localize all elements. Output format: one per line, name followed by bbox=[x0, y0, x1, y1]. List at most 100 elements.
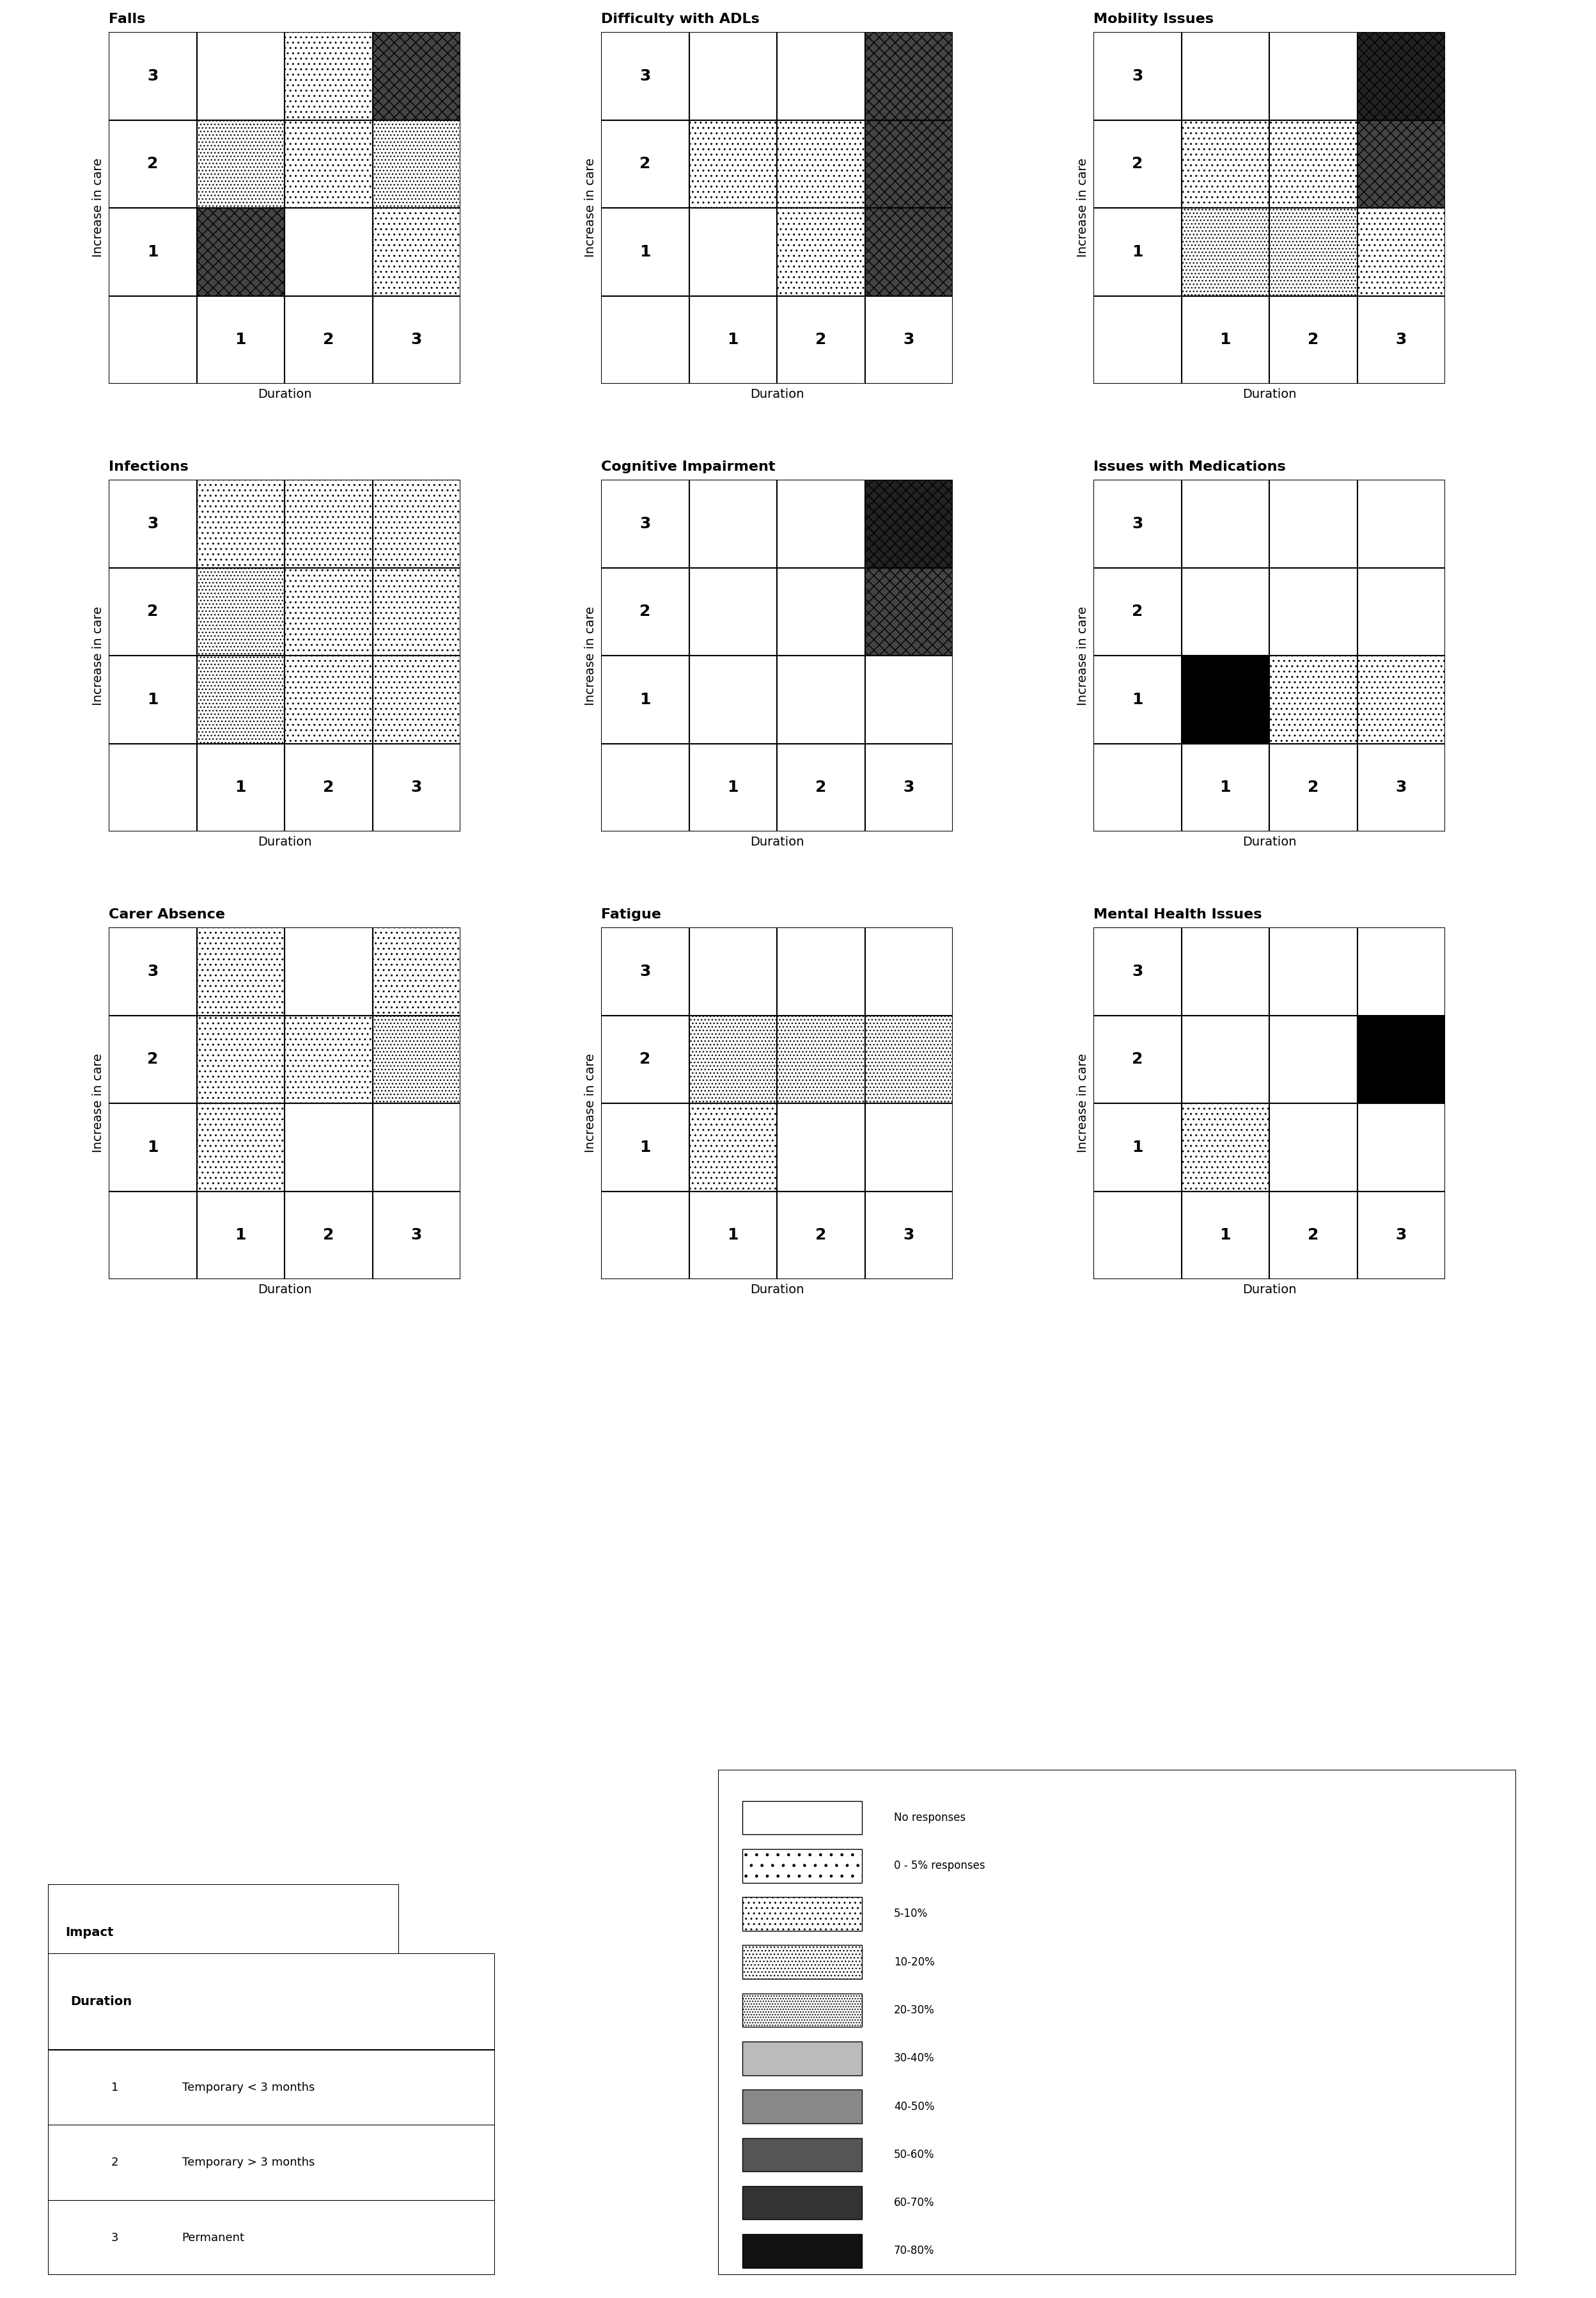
Text: 2: 2 bbox=[97, 2089, 104, 2100]
Bar bbox=[865, 1103, 953, 1190]
Bar bbox=[689, 480, 777, 568]
Text: 3: 3 bbox=[1395, 1227, 1406, 1243]
Text: 1: 1 bbox=[1132, 1140, 1143, 1156]
Bar bbox=[1357, 568, 1444, 655]
X-axis label: Duration: Duration bbox=[750, 836, 804, 848]
Bar bbox=[602, 928, 689, 1016]
Bar bbox=[196, 207, 284, 296]
Bar bbox=[689, 1103, 777, 1190]
Bar bbox=[742, 1850, 862, 1882]
Bar bbox=[1357, 1016, 1444, 1103]
Bar bbox=[602, 1103, 689, 1190]
Bar bbox=[602, 1190, 689, 1280]
Bar bbox=[1093, 32, 1181, 119]
Text: 3: 3 bbox=[1132, 963, 1143, 979]
Bar bbox=[284, 480, 372, 568]
Bar bbox=[865, 1190, 953, 1280]
Text: Permanent: Permanent bbox=[182, 2231, 244, 2243]
Bar bbox=[1357, 655, 1444, 745]
Text: No responses: No responses bbox=[894, 1811, 966, 1822]
Bar bbox=[1357, 928, 1444, 1016]
Bar bbox=[196, 480, 284, 568]
Bar bbox=[1093, 1103, 1181, 1190]
Text: 3: 3 bbox=[903, 779, 915, 795]
Text: 1: 1 bbox=[1219, 779, 1231, 795]
Text: 2: 2 bbox=[1307, 333, 1318, 347]
Bar bbox=[777, 1190, 865, 1280]
Text: 2: 2 bbox=[640, 604, 651, 618]
Bar bbox=[1181, 119, 1269, 207]
Y-axis label: Increase in care: Increase in care bbox=[1077, 607, 1088, 705]
Text: 2: 2 bbox=[1132, 156, 1143, 172]
Text: Duration: Duration bbox=[70, 1995, 132, 2008]
Y-axis label: Increase in care: Increase in care bbox=[1077, 159, 1088, 257]
Bar bbox=[1093, 207, 1181, 296]
Bar bbox=[602, 480, 689, 568]
Text: Infections: Infections bbox=[109, 460, 188, 473]
Text: 2: 2 bbox=[322, 1227, 334, 1243]
Text: 3: 3 bbox=[1132, 69, 1143, 83]
Bar bbox=[1093, 655, 1181, 745]
Bar bbox=[372, 207, 460, 296]
Bar bbox=[1357, 119, 1444, 207]
Text: 2: 2 bbox=[816, 333, 827, 347]
Text: 3: 3 bbox=[903, 333, 915, 347]
Text: 50-60%: 50-60% bbox=[894, 2149, 934, 2160]
Bar bbox=[777, 296, 865, 384]
Bar bbox=[48, 1953, 495, 2050]
Bar bbox=[602, 207, 689, 296]
Bar bbox=[109, 655, 196, 745]
Text: 1: 1 bbox=[235, 779, 246, 795]
Bar bbox=[777, 480, 865, 568]
Bar bbox=[602, 32, 689, 119]
Bar bbox=[196, 1190, 284, 1280]
Bar bbox=[1093, 928, 1181, 1016]
Bar bbox=[284, 32, 372, 119]
X-axis label: Duration: Duration bbox=[1242, 836, 1296, 848]
Text: 2: 2 bbox=[640, 156, 651, 172]
Text: 1: 1 bbox=[728, 1227, 739, 1243]
Text: 40-50%: 40-50% bbox=[894, 2100, 934, 2112]
Bar bbox=[284, 296, 372, 384]
Bar bbox=[1269, 1103, 1357, 1190]
Text: 1: 1 bbox=[1219, 1227, 1231, 1243]
Bar bbox=[109, 207, 196, 296]
Text: 1: 1 bbox=[640, 692, 651, 708]
Bar bbox=[1357, 296, 1444, 384]
Bar bbox=[742, 2089, 862, 2123]
Text: 60-70%: 60-70% bbox=[894, 2197, 934, 2208]
Text: 3: 3 bbox=[1395, 333, 1406, 347]
Bar bbox=[1269, 745, 1357, 832]
Bar bbox=[1357, 32, 1444, 119]
Text: 3: 3 bbox=[112, 2231, 118, 2243]
Text: 3: 3 bbox=[1395, 779, 1406, 795]
Text: 1: 1 bbox=[147, 692, 158, 708]
Bar bbox=[602, 119, 689, 207]
Bar bbox=[1357, 480, 1444, 568]
Bar bbox=[1181, 745, 1269, 832]
Text: Impact: Impact bbox=[65, 1926, 113, 1940]
Bar bbox=[777, 32, 865, 119]
Text: 5-10%: 5-10% bbox=[894, 1907, 927, 1919]
Bar bbox=[109, 1016, 196, 1103]
Bar bbox=[109, 32, 196, 119]
Bar bbox=[865, 207, 953, 296]
Bar bbox=[196, 1103, 284, 1190]
Bar bbox=[689, 296, 777, 384]
Y-axis label: Increase in care: Increase in care bbox=[584, 607, 597, 705]
Text: 1: 1 bbox=[728, 779, 739, 795]
Bar bbox=[1181, 655, 1269, 745]
Bar bbox=[689, 745, 777, 832]
Bar bbox=[1269, 480, 1357, 568]
X-axis label: Duration: Duration bbox=[257, 836, 311, 848]
Bar bbox=[1181, 32, 1269, 119]
Bar bbox=[372, 32, 460, 119]
Bar bbox=[777, 119, 865, 207]
Text: 2: 2 bbox=[640, 1052, 651, 1066]
Bar bbox=[742, 1944, 862, 1979]
Text: 2: 2 bbox=[1132, 1052, 1143, 1066]
Bar bbox=[372, 1190, 460, 1280]
Bar bbox=[372, 119, 460, 207]
Text: 3: 3 bbox=[147, 963, 158, 979]
Text: 3: 3 bbox=[640, 517, 651, 531]
